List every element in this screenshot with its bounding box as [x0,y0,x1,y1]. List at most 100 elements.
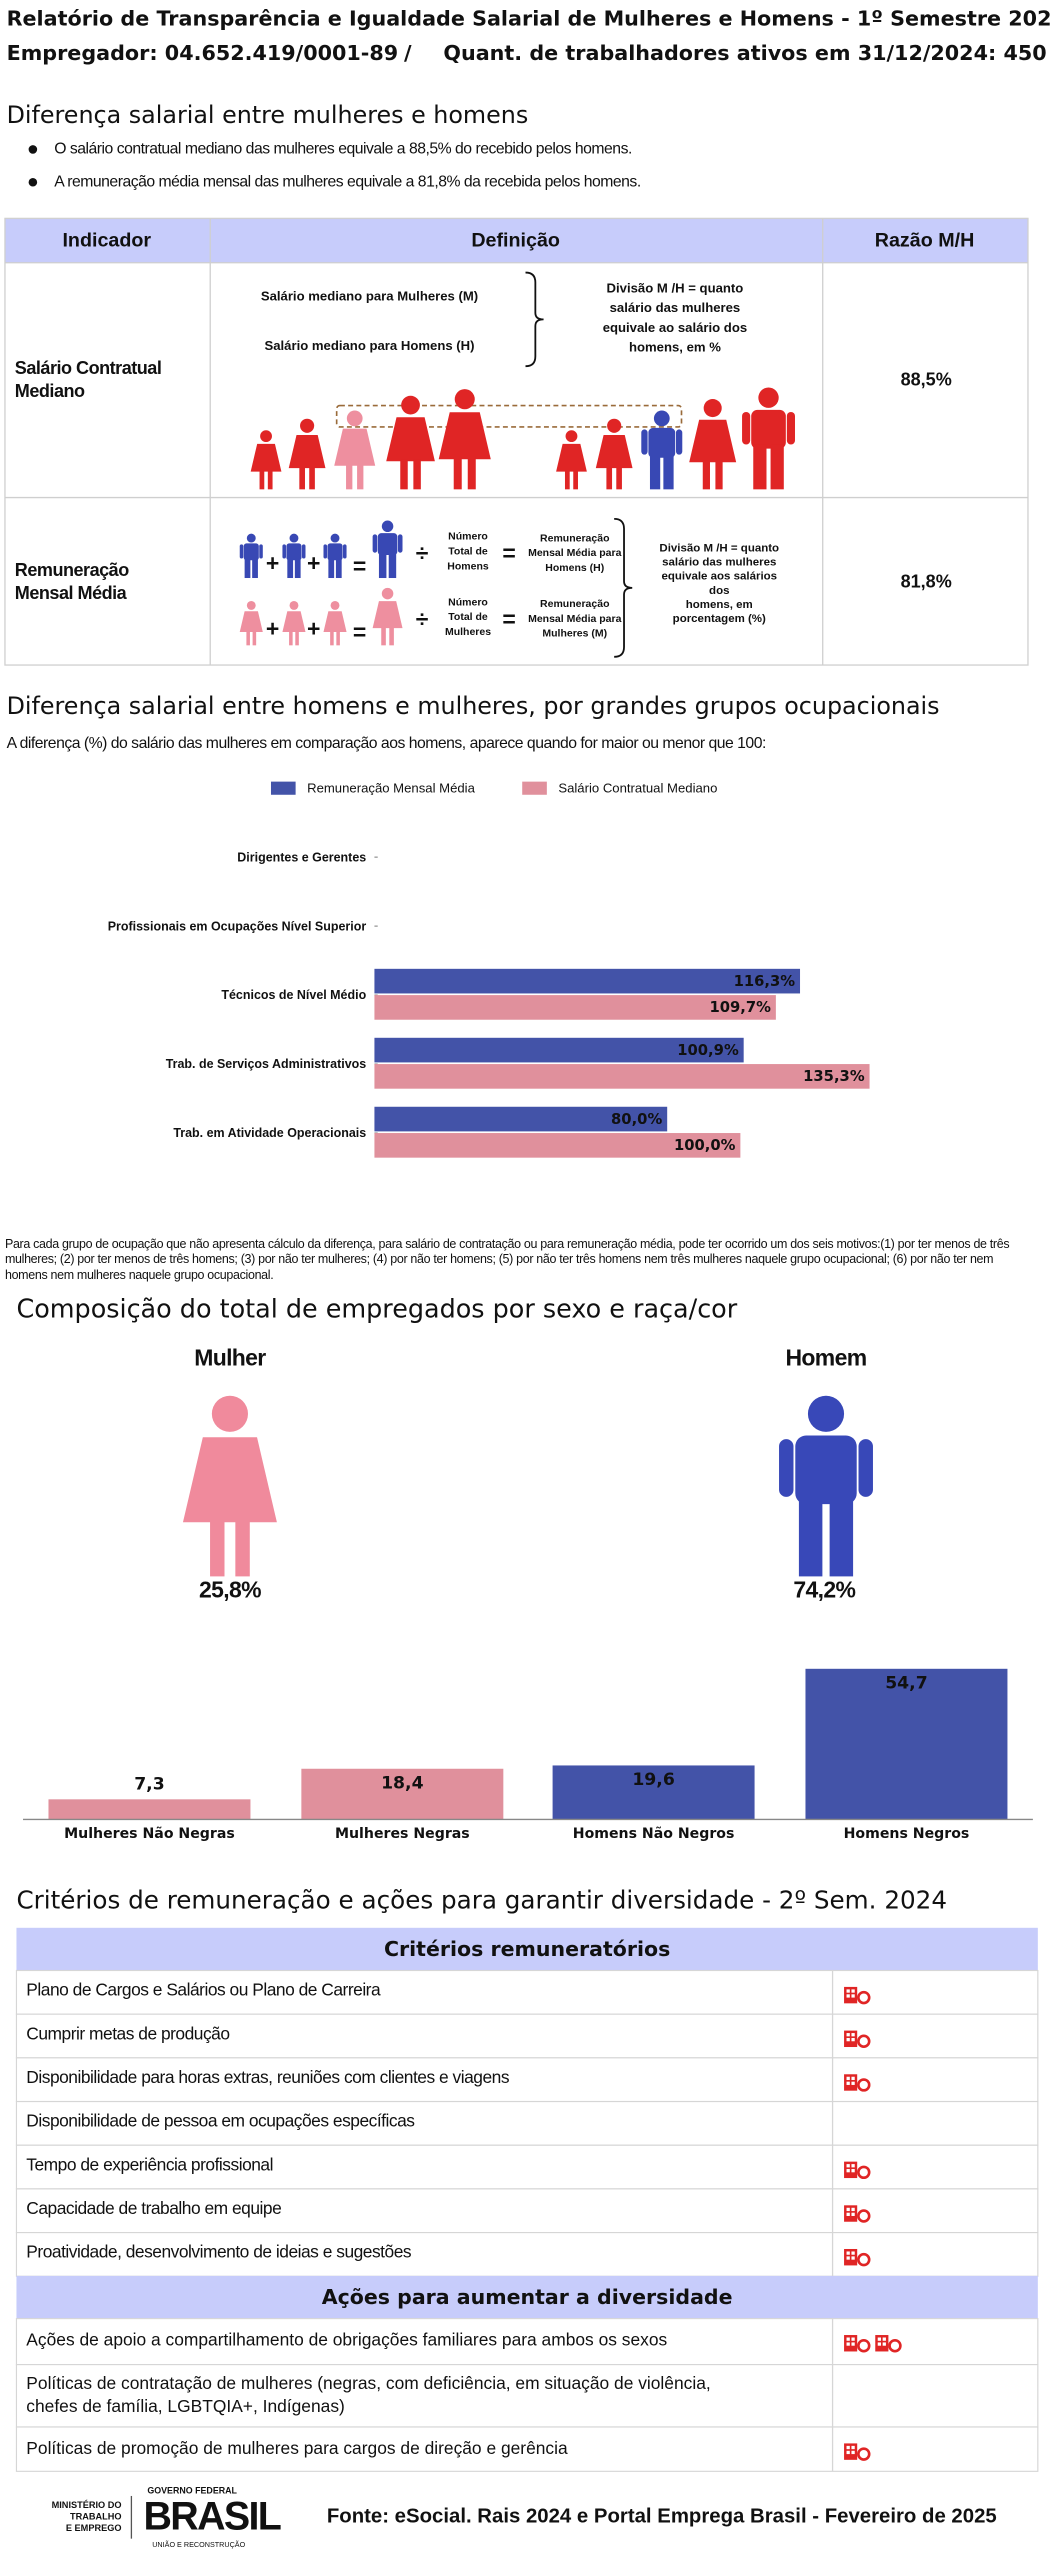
building [844,2161,858,2179]
head [565,430,578,443]
head [653,410,670,427]
man-icon [641,410,683,490]
section-title: Critérios de remuneração e ações para ga… [16,1886,947,1915]
head [703,399,722,418]
building [844,2030,858,2048]
indicator: Salário Contratual [15,358,162,378]
window [851,2256,855,2260]
data-label: 80,0% [611,1111,662,1128]
data-label: 100,0% [674,1137,736,1154]
criteria-icon [844,2335,871,2353]
operator: = [502,540,515,566]
category-label: Técnicos de Nível Médio [221,988,366,1002]
definition-text: equivale ao salário dos [603,320,747,335]
head [289,601,299,610]
bar [301,1768,504,1820]
head [246,533,256,543]
head [381,587,394,600]
man-icon [779,1395,873,1577]
head [401,395,420,415]
dress [282,611,306,633]
window [851,2033,855,2037]
head [807,1395,845,1432]
dress [288,434,326,469]
window [851,2450,855,2455]
man-icon [323,533,347,579]
leg [564,470,570,490]
criteria-icon [844,2248,871,2267]
brand-logo: BRASIL [143,2494,280,2538]
arm [641,429,648,455]
person [857,2338,871,2353]
leg [328,558,335,579]
window [851,2212,855,2216]
action: Políticas de promoção de mulheres para c… [26,2438,568,2458]
definition-text: Salário mediano para Mulheres (M) [261,289,478,304]
woman-icon [323,601,347,646]
window [846,2037,850,2042]
sex-label: Homem [786,1345,867,1371]
brace [614,517,633,658]
building [844,1986,858,2004]
section-title: Diferença salarial entre mulheres e home… [7,101,529,129]
criterion: Disponibilidade para horas extras, reuni… [26,2067,510,2087]
dress [372,601,403,629]
person [857,2252,871,2267]
leg [413,459,421,490]
torso [795,1435,857,1505]
woman-icon [182,1395,277,1577]
operator: = [502,606,515,632]
operator: = [353,553,366,579]
torso [751,409,786,449]
data-label: 135,3% [803,1068,865,1085]
dress [689,419,737,463]
head [454,389,475,410]
window [851,2342,855,2346]
definition-text: Homens [447,560,489,572]
leg [287,558,294,579]
column-header: Razão M/H [875,230,975,252]
ministry-logo-text: TRABALHO [70,2512,122,2522]
man-icon [372,520,403,579]
leg [294,558,301,579]
criterion: Tempo de experiência profissional [26,2154,273,2174]
column-header: Definição [471,230,560,252]
head [300,418,315,433]
window [851,2207,855,2212]
criterion: Proatividade, desenvolvimento de ideias … [26,2242,412,2262]
window [851,2337,855,2341]
head [330,533,340,543]
man-icon [282,533,306,579]
leg [798,1496,823,1577]
building [875,2335,889,2352]
section-title: Composição do total de empregados por se… [16,1294,737,1324]
data-label: 18,4 [381,1774,424,1794]
definition-text: Homens (H) [545,562,604,574]
bar [374,1064,870,1089]
data-label: 19,6 [632,1770,675,1790]
definition-text: Divisão M /H = quanto [607,280,744,295]
woman-icon [556,430,587,490]
definition-text: Mulheres [445,626,491,638]
column-header: Indicador [62,230,151,252]
leg [378,552,387,579]
person [857,2078,871,2092]
operator: + [307,550,320,576]
woman-icon [239,601,263,646]
arm [675,429,683,455]
dress [323,611,347,633]
arm [858,1439,873,1497]
legend-label: Salário Contratual Mediano [558,780,717,795]
sex-share: 25,8% [199,1576,261,1602]
leg [299,466,305,490]
man-icon [742,387,795,490]
window [851,1994,855,1998]
category-label: Mulheres Negras [335,1826,470,1842]
woman-icon [438,389,491,490]
leg [330,631,334,646]
torso [648,427,676,458]
leg [702,460,710,490]
head [758,387,779,408]
definition-text: Mensal Média para [528,613,622,625]
torso [286,543,302,561]
